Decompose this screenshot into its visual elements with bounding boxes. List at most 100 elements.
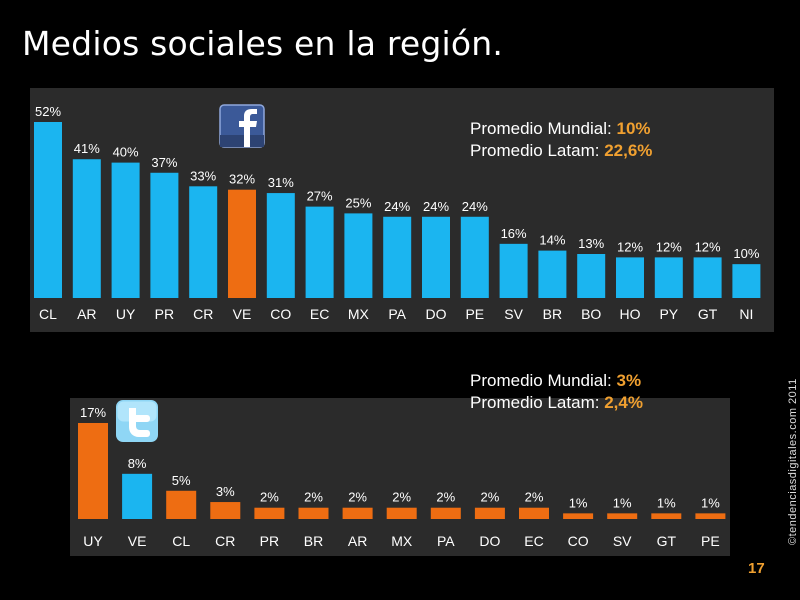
twitter-value-label: 2% <box>436 490 455 505</box>
facebook-bar-gt <box>693 257 722 298</box>
twitter-category-label: CR <box>215 533 235 549</box>
facebook-value-label: 24% <box>384 199 410 214</box>
facebook-value-label: 25% <box>345 195 371 210</box>
twitter-category-label: BR <box>304 533 323 549</box>
twitter-category-label: CO <box>568 533 589 549</box>
facebook-category-label: GT <box>698 306 718 322</box>
facebook-category-label: VE <box>233 306 252 322</box>
facebook-category-label: CO <box>270 306 291 322</box>
facebook-bar-pa <box>383 216 412 298</box>
twitter-category-label: EC <box>524 533 543 549</box>
twitter-value-label: 2% <box>392 490 411 505</box>
twitter-value-label: 1% <box>701 495 720 510</box>
facebook-value-label: 12% <box>656 239 682 254</box>
facebook-value-label: 27% <box>307 189 333 204</box>
twitter-category-label: PA <box>437 533 455 549</box>
twitter-bar-pe <box>695 513 726 519</box>
facebook-value-label: 40% <box>113 145 139 160</box>
twitter-bar-pa <box>430 507 461 519</box>
facebook-bar-mx <box>344 213 373 298</box>
facebook-value-label: 10% <box>733 246 759 261</box>
facebook-bar-co <box>266 193 295 298</box>
facebook-category-label: AR <box>77 306 96 322</box>
twitter-bar-ar <box>342 507 373 519</box>
twitter-avg-world: Promedio Mundial: 3% <box>470 370 643 392</box>
twitter-category-label: VE <box>128 533 147 549</box>
twitter-category-label: DO <box>479 533 500 549</box>
twitter-bar-ve <box>122 473 153 519</box>
twitter-logo-icon <box>116 400 158 442</box>
source-credit: ©tendenciasdigitales.com 2011 <box>787 378 799 545</box>
facebook-bar-sv <box>499 243 528 298</box>
facebook-bar-br <box>538 250 567 298</box>
twitter-category-label: MX <box>391 533 413 549</box>
facebook-bar-ec <box>305 206 334 298</box>
facebook-bar-bo <box>577 254 606 298</box>
facebook-bar-ar <box>72 159 101 298</box>
facebook-value-label: 24% <box>423 199 449 214</box>
avg-latam-value: 22,6% <box>604 141 653 160</box>
facebook-category-label: BO <box>581 306 601 322</box>
avg-world-value: 3% <box>616 371 642 390</box>
twitter-value-label: 2% <box>525 490 544 505</box>
facebook-category-label: CR <box>193 306 213 322</box>
twitter-value-label: 8% <box>128 456 147 471</box>
twitter-chart-panel <box>70 398 730 556</box>
twitter-category-label: UY <box>83 533 103 549</box>
avg-latam-label: Promedio Latam: <box>470 141 600 160</box>
facebook-bar-pe <box>460 216 489 298</box>
facebook-value-label: 16% <box>501 226 527 241</box>
facebook-category-label: MX <box>348 306 370 322</box>
avg-world-label: Promedio Mundial: <box>470 371 612 390</box>
twitter-bar-co <box>563 513 594 519</box>
avg-world-value: 10% <box>616 119 651 138</box>
twitter-bar-cl <box>166 490 197 519</box>
facebook-value-label: 12% <box>695 239 721 254</box>
twitter-category-label: GT <box>657 533 677 549</box>
twitter-category-label: AR <box>348 533 367 549</box>
facebook-value-label: 14% <box>539 233 565 248</box>
twitter-bar-do <box>474 507 505 519</box>
twitter-bar-cr <box>210 502 241 519</box>
twitter-value-label: 3% <box>216 484 235 499</box>
facebook-category-label: BR <box>543 306 562 322</box>
twitter-bar-uy <box>78 423 108 519</box>
facebook-averages: Promedio Mundial: 10% Promedio Latam: 22… <box>470 118 652 162</box>
twitter-category-label: SV <box>613 533 632 549</box>
facebook-value-label: 33% <box>190 168 216 183</box>
twitter-bar-gt <box>651 513 682 519</box>
twitter-bar-pr <box>254 507 285 519</box>
twitter-category-label: PR <box>260 533 279 549</box>
twitter-category-label: PE <box>701 533 720 549</box>
avg-latam-label: Promedio Latam: <box>470 393 600 412</box>
twitter-bar-mx <box>386 507 417 519</box>
twitter-bar-group: 17% UY 8% VE 5% CL 3% CR 2% PR 2% BR 2% AR 2% MX 2% PA 2% D… <box>78 405 726 549</box>
slide-title: Medios sociales en la región. <box>22 24 504 63</box>
facebook-bar-ve <box>228 189 256 298</box>
facebook-category-label: EC <box>310 306 329 322</box>
facebook-logo-icon <box>219 104 265 148</box>
facebook-bar-ho <box>616 257 644 298</box>
facebook-bar-cl <box>34 122 62 298</box>
twitter-value-label: 2% <box>260 490 279 505</box>
facebook-bar-cr <box>189 186 218 298</box>
facebook-bar-pr <box>150 172 179 298</box>
twitter-value-label: 1% <box>569 495 588 510</box>
twitter-averages: Promedio Mundial: 3% Promedio Latam: 2,4… <box>470 370 643 414</box>
twitter-avg-latam: Promedio Latam: 2,4% <box>470 392 643 414</box>
facebook-bar-group: 52% CL 41% AR 40% UY 37% PR 33% CR 32% VE 31% CO 27% EC… <box>34 104 761 322</box>
twitter-value-label: 2% <box>304 490 323 505</box>
twitter-value-label: 1% <box>657 495 676 510</box>
facebook-category-label: HO <box>620 306 641 322</box>
twitter-category-label: CL <box>172 533 190 549</box>
twitter-bar-sv <box>607 513 638 519</box>
facebook-value-label: 41% <box>74 141 100 156</box>
avg-latam-value: 2,4% <box>604 393 643 412</box>
facebook-category-label: NI <box>739 306 753 322</box>
twitter-value-label: 17% <box>80 405 106 420</box>
facebook-category-label: UY <box>116 306 136 322</box>
facebook-bar-ni <box>732 264 761 298</box>
facebook-bar-py <box>654 257 683 298</box>
twitter-value-label: 1% <box>613 495 632 510</box>
